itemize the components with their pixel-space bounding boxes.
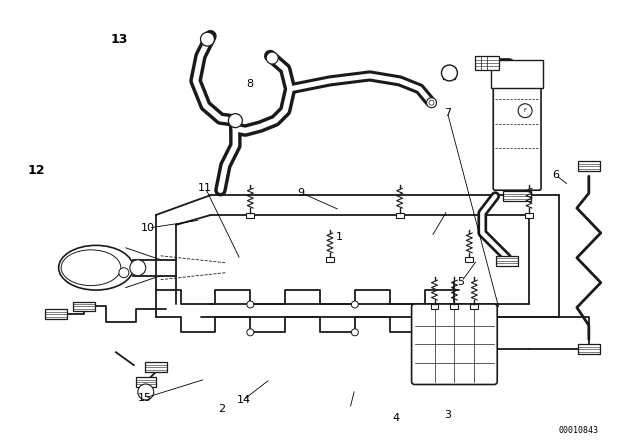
FancyBboxPatch shape	[493, 67, 541, 190]
Bar	[496, 256, 518, 266]
Bar	[431, 305, 438, 310]
FancyBboxPatch shape	[412, 304, 497, 384]
Text: 7: 7	[444, 108, 451, 118]
Bar	[470, 305, 478, 310]
Text: 13: 13	[111, 33, 128, 46]
Bar	[396, 212, 404, 218]
Text: 00010843: 00010843	[559, 426, 599, 435]
Text: F: F	[524, 108, 527, 113]
Bar	[578, 344, 600, 354]
Text: 11: 11	[198, 183, 212, 194]
Circle shape	[138, 384, 154, 400]
Circle shape	[429, 100, 434, 105]
Text: 10: 10	[141, 224, 155, 233]
Bar	[45, 310, 67, 319]
Circle shape	[426, 98, 436, 108]
Circle shape	[247, 329, 254, 336]
Bar	[476, 56, 499, 70]
Text: 5: 5	[457, 277, 464, 287]
Ellipse shape	[61, 250, 121, 286]
Bar	[503, 191, 531, 201]
Bar	[492, 60, 543, 88]
Text: 3: 3	[444, 410, 451, 420]
Circle shape	[130, 260, 146, 276]
Bar	[136, 377, 156, 387]
Bar	[145, 362, 166, 372]
Text: 15: 15	[138, 392, 152, 403]
Bar	[465, 257, 474, 262]
Circle shape	[351, 329, 358, 336]
Circle shape	[351, 301, 358, 308]
Bar	[525, 212, 533, 218]
Bar	[451, 305, 458, 310]
Text: 4: 4	[393, 413, 400, 422]
Text: 6: 6	[552, 170, 559, 180]
Circle shape	[266, 52, 278, 64]
Bar	[578, 161, 600, 171]
Circle shape	[518, 104, 532, 118]
Text: 8: 8	[246, 79, 253, 89]
Circle shape	[228, 114, 243, 128]
Bar	[444, 67, 456, 79]
Text: 2: 2	[218, 404, 225, 414]
Circle shape	[247, 301, 254, 308]
Text: 14: 14	[236, 395, 251, 405]
Text: 1: 1	[335, 233, 342, 242]
Circle shape	[119, 268, 129, 278]
Text: 9: 9	[298, 188, 305, 198]
Bar	[326, 257, 334, 262]
Ellipse shape	[59, 246, 133, 290]
Circle shape	[200, 32, 214, 46]
Text: 12: 12	[28, 164, 45, 177]
Circle shape	[442, 65, 458, 81]
Bar	[73, 302, 95, 311]
Bar	[246, 212, 254, 218]
